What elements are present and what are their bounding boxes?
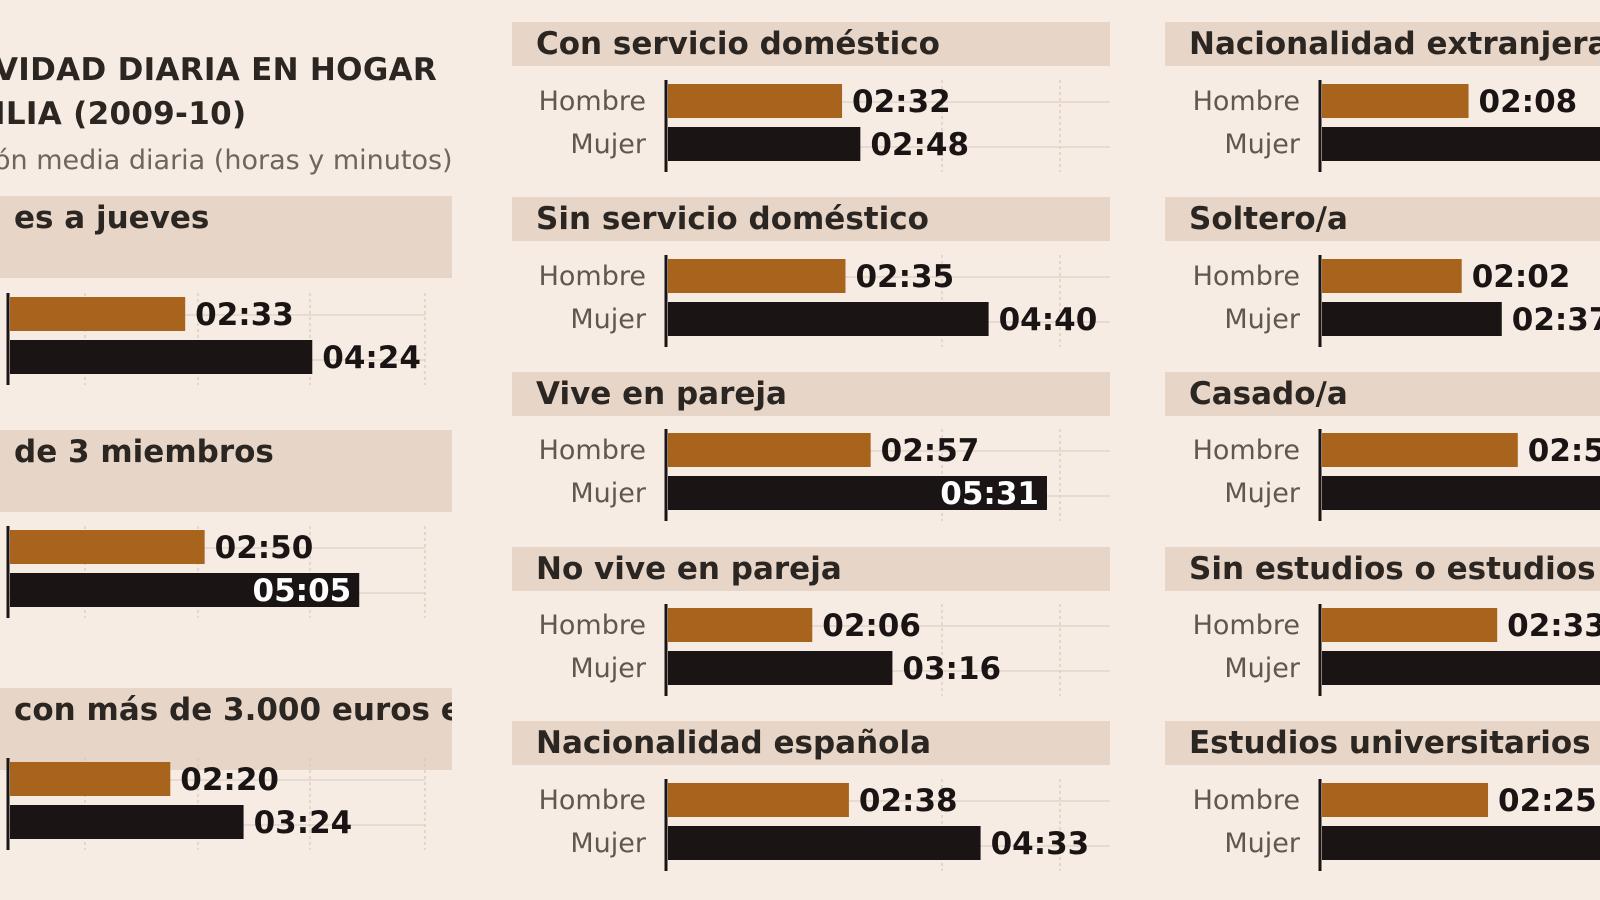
bar-hombre (668, 433, 871, 467)
bar-mujer (668, 127, 861, 161)
data-label: 02:33 (195, 297, 294, 333)
title-line-1: VIDAD DIARIA EN HOGAR (0, 52, 438, 88)
data-label: 02:50 (215, 530, 314, 566)
bar-hombre (10, 297, 186, 331)
category-label: Hombre (539, 610, 646, 641)
category-label: Mujer (570, 478, 647, 509)
bar-mujer (1322, 127, 1600, 161)
bar-chart: Hombre 02:32 Mujer 02:48 (539, 80, 1110, 172)
category-label: Mujer (570, 304, 647, 335)
category-label: Hombre (1193, 261, 1300, 292)
panel-title: con más de 3.000 euros esos (0, 688, 452, 770)
bar-chart: Hombre 02:57 Mujer 05:31 (539, 429, 1110, 521)
bar-chart: Hombre 02:38 Mujer 04:33 (539, 779, 1110, 871)
data-label: 02:02 (1472, 259, 1571, 295)
bar-hombre (1322, 433, 1518, 467)
bar-hombre (10, 530, 205, 564)
category-label: Mujer (1224, 304, 1301, 335)
bar-mujer (668, 651, 893, 685)
category-label: Mujer (570, 828, 647, 859)
bar-hombre (668, 84, 843, 118)
bar-mujer (1322, 302, 1502, 336)
infographic-subtitle: ón media diaria (horas y minutos) (0, 145, 453, 176)
category-label: Hombre (539, 785, 646, 816)
panel-title: de 3 miembros (0, 430, 452, 512)
bar-chart: 02:20 03:24 (6, 758, 426, 850)
category-label: Hombre (539, 435, 646, 466)
data-label: 02:38 (859, 783, 958, 819)
bar-chart: 02:33 04:24 (6, 293, 426, 385)
panel-title: Estudios universitarios (1165, 721, 1600, 765)
bar-hombre (1322, 783, 1489, 817)
data-label: 02:35 (855, 259, 954, 295)
bar-hombre (668, 608, 813, 642)
panel-title: Con servicio doméstico (512, 22, 1110, 66)
bar-chart: Hombre 02:06 Mujer 03:16 (539, 604, 1110, 696)
data-label: 02:06 (822, 608, 921, 644)
panel-title: Sin estudios o estudios p (1165, 547, 1600, 591)
panel-title: Nacionalidad extranjera (1165, 22, 1600, 66)
category-label: Hombre (1193, 785, 1300, 816)
data-label: 02:48 (870, 127, 969, 163)
bar-hombre (1322, 608, 1498, 642)
panel-title: Soltero/a (1165, 197, 1600, 241)
category-label: Mujer (1224, 653, 1301, 684)
data-label: 02:37 (1512, 302, 1600, 338)
title-line-2: ILIA (2009-10) (0, 96, 247, 132)
bar-chart: 02:50 05:05 (6, 526, 426, 618)
bar-chart: Hombre 02:35 Mujer 04:40 (539, 255, 1110, 347)
data-label: 05:31 (940, 476, 1039, 512)
data-label: 02:33 (1507, 608, 1600, 644)
bar-mujer (668, 476, 1047, 510)
category-label: Mujer (570, 129, 647, 160)
data-label: 02:32 (852, 84, 951, 120)
panel-title: Vive en pareja (512, 372, 1110, 416)
panel-title: Casado/a (1165, 372, 1600, 416)
category-label: Mujer (570, 653, 647, 684)
data-label: 02:51 (1528, 433, 1600, 469)
bar-chart: Hombre 02:33 Mujer (1193, 604, 1600, 696)
bar-mujer (10, 340, 313, 374)
category-label: Mujer (1224, 478, 1301, 509)
panel-title: No vive en pareja (512, 547, 1110, 591)
data-label: 04:24 (322, 340, 421, 376)
category-label: Mujer (1224, 129, 1301, 160)
panel-title: Nacionalidad española (512, 721, 1110, 765)
category-label: Mujer (1224, 828, 1301, 859)
bar-chart: Hombre 02:02 Mujer 02:37 (1193, 255, 1600, 347)
bar-mujer (1322, 826, 1600, 860)
bar-hombre (668, 259, 846, 293)
data-label: 02:20 (180, 762, 279, 798)
bar-mujer (1322, 651, 1600, 685)
category-label: Hombre (1193, 610, 1300, 641)
data-label: 03:24 (254, 805, 353, 841)
infographic-title: VIDAD DIARIA EN HOGAR ILIA (2009-10) (0, 48, 437, 136)
bar-mujer (668, 302, 989, 336)
category-label: Hombre (1193, 86, 1300, 117)
category-label: Hombre (539, 86, 646, 117)
category-label: Hombre (539, 261, 646, 292)
bar-chart: Hombre 02:51 Mujer (1193, 429, 1600, 521)
bar-hombre (10, 762, 171, 796)
data-label: 03:16 (902, 651, 1001, 687)
bar-mujer (668, 826, 981, 860)
data-label: 04:40 (999, 302, 1098, 338)
data-label: 04:33 (991, 826, 1090, 862)
category-label: Hombre (1193, 435, 1300, 466)
bar-mujer (10, 805, 244, 839)
panel-title: es a jueves (0, 196, 452, 278)
data-label: 02:25 (1498, 783, 1597, 819)
bar-chart: Hombre 02:08 Mujer (1193, 80, 1600, 172)
bar-hombre (1322, 259, 1462, 293)
data-label: 02:08 (1479, 84, 1578, 120)
bar-mujer (10, 573, 360, 607)
panel-title: Sin servicio doméstico (512, 197, 1110, 241)
data-label: 02:57 (881, 433, 980, 469)
bar-hombre (1322, 84, 1469, 118)
bar-mujer (1322, 476, 1600, 510)
data-label: 05:05 (253, 573, 352, 609)
bar-hombre (668, 783, 849, 817)
